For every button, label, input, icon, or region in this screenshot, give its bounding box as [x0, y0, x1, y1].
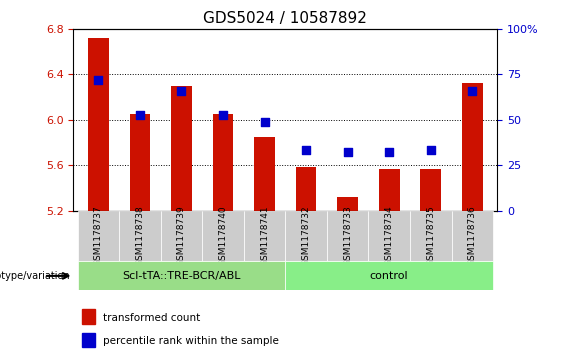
Text: GSM1178739: GSM1178739: [177, 205, 186, 266]
Title: GDS5024 / 10587892: GDS5024 / 10587892: [203, 12, 367, 26]
FancyBboxPatch shape: [160, 211, 202, 261]
Point: [343, 149, 352, 155]
Point: [385, 149, 394, 155]
Bar: [88, 38, 108, 211]
FancyBboxPatch shape: [244, 211, 285, 261]
FancyBboxPatch shape: [327, 211, 368, 261]
Text: GSM1178736: GSM1178736: [468, 205, 477, 266]
Text: GSM1178734: GSM1178734: [385, 205, 394, 266]
Text: GSM1178735: GSM1178735: [426, 205, 435, 266]
FancyBboxPatch shape: [285, 261, 493, 290]
Point: [219, 113, 228, 118]
Point: [260, 119, 269, 125]
Point: [426, 147, 435, 153]
Text: Scl-tTA::TRE-BCR/ABL: Scl-tTA::TRE-BCR/ABL: [122, 271, 241, 281]
Bar: [379, 168, 399, 211]
Bar: [129, 114, 150, 211]
Point: [177, 89, 186, 94]
Text: GSM1178738: GSM1178738: [136, 205, 145, 266]
FancyBboxPatch shape: [368, 211, 410, 261]
Point: [136, 113, 145, 118]
Bar: [212, 114, 233, 211]
Text: GSM1178737: GSM1178737: [94, 205, 103, 266]
Text: GSM1178740: GSM1178740: [219, 205, 228, 266]
FancyBboxPatch shape: [451, 211, 493, 261]
Text: percentile rank within the sample: percentile rank within the sample: [103, 336, 279, 346]
FancyBboxPatch shape: [410, 211, 451, 261]
Text: GSM1178732: GSM1178732: [302, 205, 311, 266]
Text: control: control: [370, 271, 408, 281]
FancyBboxPatch shape: [77, 261, 285, 290]
Text: GSM1178741: GSM1178741: [260, 205, 269, 266]
Text: genotype/variation: genotype/variation: [0, 271, 70, 281]
Bar: [337, 197, 358, 211]
Bar: [295, 167, 316, 211]
Bar: [82, 333, 95, 347]
Point: [94, 77, 103, 83]
Point: [302, 147, 311, 153]
Bar: [420, 168, 441, 211]
FancyBboxPatch shape: [119, 211, 160, 261]
Bar: [82, 309, 95, 324]
Bar: [171, 86, 192, 211]
FancyBboxPatch shape: [77, 211, 119, 261]
Bar: [254, 137, 275, 211]
Text: GSM1178733: GSM1178733: [343, 205, 352, 266]
FancyBboxPatch shape: [202, 211, 244, 261]
Point: [468, 89, 477, 94]
Bar: [462, 83, 483, 211]
Text: transformed count: transformed count: [103, 313, 201, 323]
FancyBboxPatch shape: [285, 211, 327, 261]
